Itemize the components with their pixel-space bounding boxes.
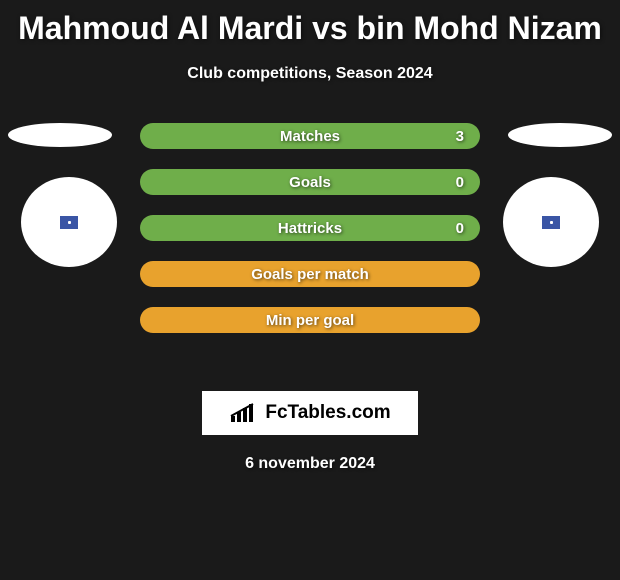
stat-row: Goals per match <box>140 261 480 287</box>
player-right-flag-icon <box>542 216 560 229</box>
player-right-shadow <box>508 123 612 147</box>
stat-row: Hattricks0 <box>140 215 480 241</box>
stat-rows: Matches3 Goals0 Hattricks0 Goals per match M… <box>140 123 480 353</box>
source-logo: FcTables.com <box>202 391 418 435</box>
stat-label: Goals per match <box>140 266 480 283</box>
stat-row: Min per goal <box>140 307 480 333</box>
stat-row: Matches3 <box>140 123 480 149</box>
stat-label: Matches <box>140 128 480 145</box>
player-left-flag-icon <box>60 216 78 229</box>
player-left-shadow <box>8 123 112 147</box>
bars-icon <box>229 402 261 424</box>
player-left-avatar <box>21 177 117 267</box>
date-label: 6 november 2024 <box>0 455 620 473</box>
player-right-avatar <box>503 177 599 267</box>
stat-label: Goals <box>140 174 480 191</box>
logo-text: FcTables.com <box>265 402 390 424</box>
stat-label: Min per goal <box>140 312 480 329</box>
subtitle: Club competitions, Season 2024 <box>0 65 620 83</box>
page-title: Mahmoud Al Mardi vs bin Mohd Nizam <box>0 0 620 47</box>
stat-label: Hattricks <box>140 220 480 237</box>
stat-row: Goals0 <box>140 169 480 195</box>
comparison-stage: Matches3 Goals0 Hattricks0 Goals per match M… <box>0 123 620 373</box>
